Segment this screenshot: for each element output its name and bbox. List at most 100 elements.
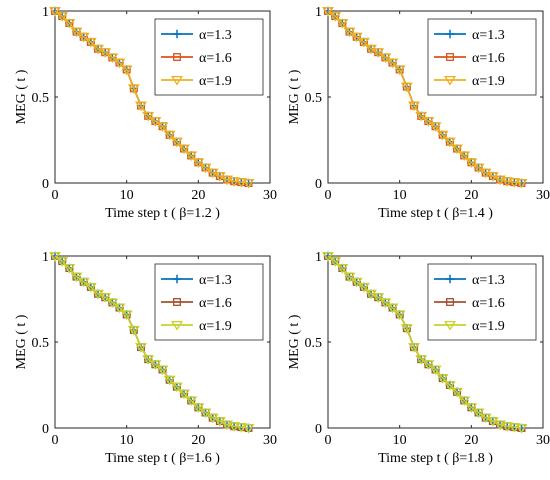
legend-marker bbox=[171, 320, 183, 331]
data-point bbox=[84, 282, 97, 293]
y-tick-label: 0 bbox=[315, 177, 322, 192]
legend: α=1.3 α=1.6 α=1.9 bbox=[154, 18, 264, 96]
data-point bbox=[458, 151, 471, 162]
legend-label: α=1.3 bbox=[199, 273, 232, 288]
y-axis-label: MEG ( t ) bbox=[14, 69, 29, 124]
data-point bbox=[357, 37, 370, 48]
data-point bbox=[322, 6, 334, 17]
y-tick-label: 1 bbox=[42, 250, 49, 265]
legend-marker bbox=[173, 53, 181, 61]
data-point bbox=[149, 360, 162, 371]
data-point bbox=[235, 423, 248, 433]
data-point bbox=[322, 251, 334, 262]
legend-label: α=1.3 bbox=[472, 28, 505, 43]
data-point bbox=[336, 263, 349, 274]
legend: α=1.3 α=1.6 α=1.9 bbox=[427, 263, 537, 341]
data-point bbox=[357, 282, 370, 293]
legend-marker bbox=[446, 298, 454, 306]
legend-marker bbox=[444, 320, 456, 331]
legend-label: α=1.3 bbox=[199, 28, 232, 43]
x-tick-label: 0 bbox=[52, 188, 59, 203]
y-tick-label: 0.5 bbox=[32, 336, 50, 351]
data-point bbox=[443, 137, 456, 148]
data-point bbox=[393, 310, 406, 321]
x-axis-label: Time step t ( β=1.4 ) bbox=[378, 206, 493, 221]
y-tick-label: 1 bbox=[315, 250, 322, 265]
data-point bbox=[515, 178, 528, 189]
data-point bbox=[494, 420, 506, 431]
data-point bbox=[372, 48, 385, 58]
x-tick-label: 30 bbox=[263, 188, 277, 203]
x-tick-label: 10 bbox=[393, 433, 407, 448]
y-tick-label: 0.5 bbox=[305, 336, 323, 351]
data-point bbox=[451, 144, 463, 155]
data-point bbox=[408, 101, 420, 112]
data-point bbox=[192, 158, 205, 169]
legend-marker bbox=[446, 53, 454, 61]
data-point bbox=[163, 375, 176, 386]
legend-label: α=1.9 bbox=[199, 319, 232, 334]
data-point bbox=[242, 423, 255, 434]
data-point bbox=[386, 303, 399, 314]
x-tick-label: 20 bbox=[464, 433, 478, 448]
y-tick-label: 0.5 bbox=[305, 91, 323, 106]
x-tick-label: 30 bbox=[536, 433, 550, 448]
x-tick-label: 10 bbox=[393, 188, 407, 203]
data-point bbox=[472, 408, 485, 419]
y-tick-label: 1 bbox=[315, 5, 322, 20]
data-point bbox=[178, 144, 190, 155]
x-tick-label: 10 bbox=[120, 188, 134, 203]
data-point bbox=[494, 175, 506, 186]
legend-label: α=1.9 bbox=[472, 74, 505, 89]
data-point bbox=[350, 32, 363, 43]
data-point bbox=[386, 58, 399, 69]
data-point bbox=[156, 122, 169, 132]
data-point bbox=[451, 387, 463, 398]
data-point bbox=[84, 37, 97, 48]
data-point bbox=[379, 298, 392, 309]
data-point bbox=[465, 403, 478, 414]
data-point bbox=[106, 298, 119, 309]
data-point bbox=[400, 324, 413, 334]
data-point bbox=[501, 177, 514, 187]
data-point bbox=[336, 18, 349, 29]
legend: α=1.3 α=1.6 α=1.9 bbox=[154, 263, 264, 341]
data-point bbox=[508, 423, 521, 433]
x-axis-label: Time step t ( β=1.8 ) bbox=[378, 451, 493, 466]
data-point bbox=[113, 303, 126, 314]
chart-panel-3: 0 10 20 30 0 0.5 1 Time step t ( β=1.6 ) MEG ( t… bbox=[14, 250, 277, 466]
data-point bbox=[49, 251, 61, 262]
legend-label: α=1.6 bbox=[472, 296, 505, 311]
data-point bbox=[408, 343, 420, 353]
data-point bbox=[501, 422, 514, 432]
data-point bbox=[77, 32, 90, 43]
data-point bbox=[372, 293, 385, 303]
y-axis-label: MEG ( t ) bbox=[287, 314, 302, 369]
data-point bbox=[127, 325, 140, 336]
data-point bbox=[329, 257, 342, 267]
legend-label: α=1.6 bbox=[199, 296, 232, 311]
x-axis-label: Time step t ( β=1.6 ) bbox=[105, 451, 220, 466]
data-point bbox=[472, 163, 485, 174]
data-point bbox=[429, 122, 442, 132]
data-point bbox=[120, 310, 133, 321]
data-point bbox=[56, 257, 69, 267]
data-point bbox=[350, 277, 363, 288]
chart-panel-1: 0 10 20 30 0 0.5 1 Time step t ( β=1.2 ) MEG ( t… bbox=[14, 5, 277, 221]
data-point bbox=[443, 380, 456, 391]
y-tick-label: 0 bbox=[42, 422, 49, 437]
y-axis-label: MEG ( t ) bbox=[287, 69, 302, 124]
x-tick-label: 20 bbox=[191, 433, 205, 448]
x-tick-label: 20 bbox=[191, 188, 205, 203]
data-point bbox=[156, 365, 169, 376]
data-point bbox=[106, 53, 119, 64]
data-point bbox=[228, 422, 241, 432]
x-axis-label: Time step t ( β=1.2 ) bbox=[105, 206, 220, 221]
y-tick-label: 0 bbox=[42, 177, 49, 192]
x-tick-label: 30 bbox=[263, 433, 277, 448]
x-tick-label: 0 bbox=[52, 433, 59, 448]
chart-panel-2: 0 10 20 30 0 0.5 1 Time step t ( β=1.4 ) MEG ( t… bbox=[287, 5, 550, 221]
y-tick-label: 0 bbox=[315, 422, 322, 437]
legend-marker bbox=[444, 75, 456, 86]
